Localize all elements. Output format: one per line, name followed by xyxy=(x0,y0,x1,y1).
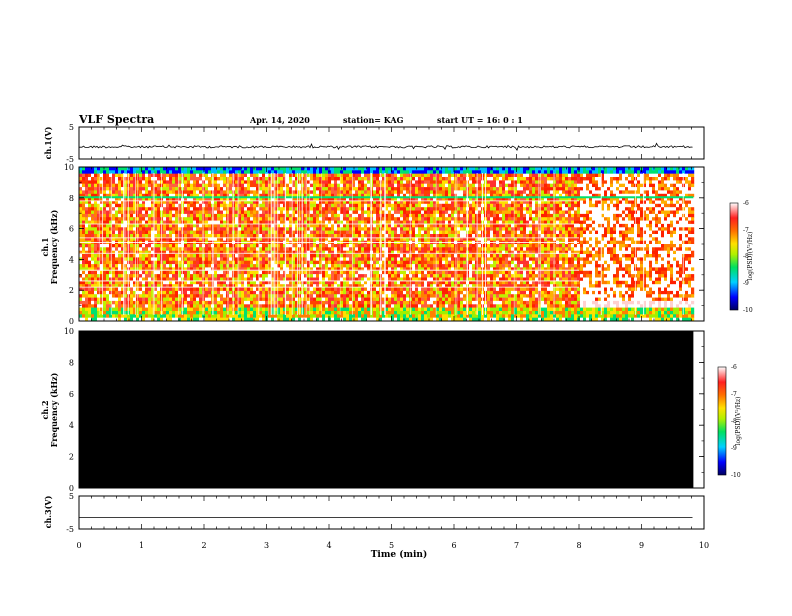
ch2-colorbar-gradient xyxy=(718,367,726,475)
x-tick-label: 3 xyxy=(264,541,269,550)
ch1-spectrogram-image xyxy=(79,167,694,321)
ch1-colorbar-gradient xyxy=(730,203,738,310)
y-tick-label: 8 xyxy=(69,194,74,203)
ch3-waveform-panel: 5 -5 xyxy=(66,492,704,534)
x-tick-label: 1 xyxy=(139,541,144,550)
ch2-colorbar-label: log(PSD)(V²/Hz) xyxy=(735,397,742,446)
y-tick-label: 10 xyxy=(64,163,74,172)
y-tick-label: 4 xyxy=(69,421,74,430)
ch1-spectrogram-ylabel-frequency: Frequency (kHz) xyxy=(49,209,59,284)
x-tick-label: 8 xyxy=(576,541,581,550)
time-axis: 0 1 2 3 4 5 6 7 8 9 10 xyxy=(76,541,709,550)
ch2-spectrogram-fill xyxy=(79,331,693,488)
ch2-spectrogram-ylabel-frequency: Frequency (kHz) xyxy=(49,372,59,447)
y-tick-label: 4 xyxy=(69,255,74,264)
ch2-colorbar: -6 -7 -8 -9 -10 log(PSD)(V²/Hz) xyxy=(718,364,742,479)
x-tick-label: 4 xyxy=(326,541,331,550)
x-tick-label: 9 xyxy=(639,541,644,550)
figure-title: VLF Spectra xyxy=(78,113,154,126)
ch1-waveform-ylabel: ch.1(V) xyxy=(43,126,53,159)
x-tick-label: 6 xyxy=(451,541,456,550)
header-start-time: start UT = 16: 0 : 1 xyxy=(437,115,523,125)
y-tick-label: 6 xyxy=(69,225,74,234)
x-axis-label: Time (min) xyxy=(371,549,428,560)
ch1-colorbar-tick-4: -10 xyxy=(743,307,753,314)
ch1-colorbar: -6 -7 -8 -9 -10 log(PSD)(V²/Hz) xyxy=(730,200,754,314)
header-date: Apr. 14, 2020 xyxy=(249,115,310,125)
x-tick-label: 7 xyxy=(514,541,519,550)
y-tick-label: 2 xyxy=(69,286,74,295)
x-tick-label: 0 xyxy=(76,541,81,550)
ch1-spectrogram-panel: 0 2 4 6 8 10 xyxy=(64,163,704,326)
waveform-trace xyxy=(79,143,693,150)
ch1-colorbar-label: log(PSD)(V²/Hz) xyxy=(747,232,754,281)
ch3-waveform-ylabel: ch.3(V) xyxy=(43,495,53,528)
y-tick-label: -5 xyxy=(66,525,74,534)
y-tick-label: 5 xyxy=(69,123,74,132)
ch1-waveform-panel: 5-5 xyxy=(66,123,704,164)
x-tick-label: 2 xyxy=(201,541,206,550)
y-tick-label: 2 xyxy=(69,453,74,462)
x-tick-label: 10 xyxy=(699,541,709,550)
header-station: station= KAG xyxy=(343,115,404,125)
ch2-colorbar-tick-4: -10 xyxy=(731,472,741,479)
ch2-colorbar-tick-0: -6 xyxy=(731,364,737,371)
y-tick-label: 10 xyxy=(64,327,74,336)
y-tick-label: 5 xyxy=(69,492,74,501)
y-tick-label: 8 xyxy=(69,358,74,367)
x-tick-label: 5 xyxy=(389,541,394,550)
y-tick-label: 6 xyxy=(69,390,74,399)
ch1-colorbar-tick-0: -6 xyxy=(743,200,749,207)
y-tick-label: 0 xyxy=(69,317,74,326)
